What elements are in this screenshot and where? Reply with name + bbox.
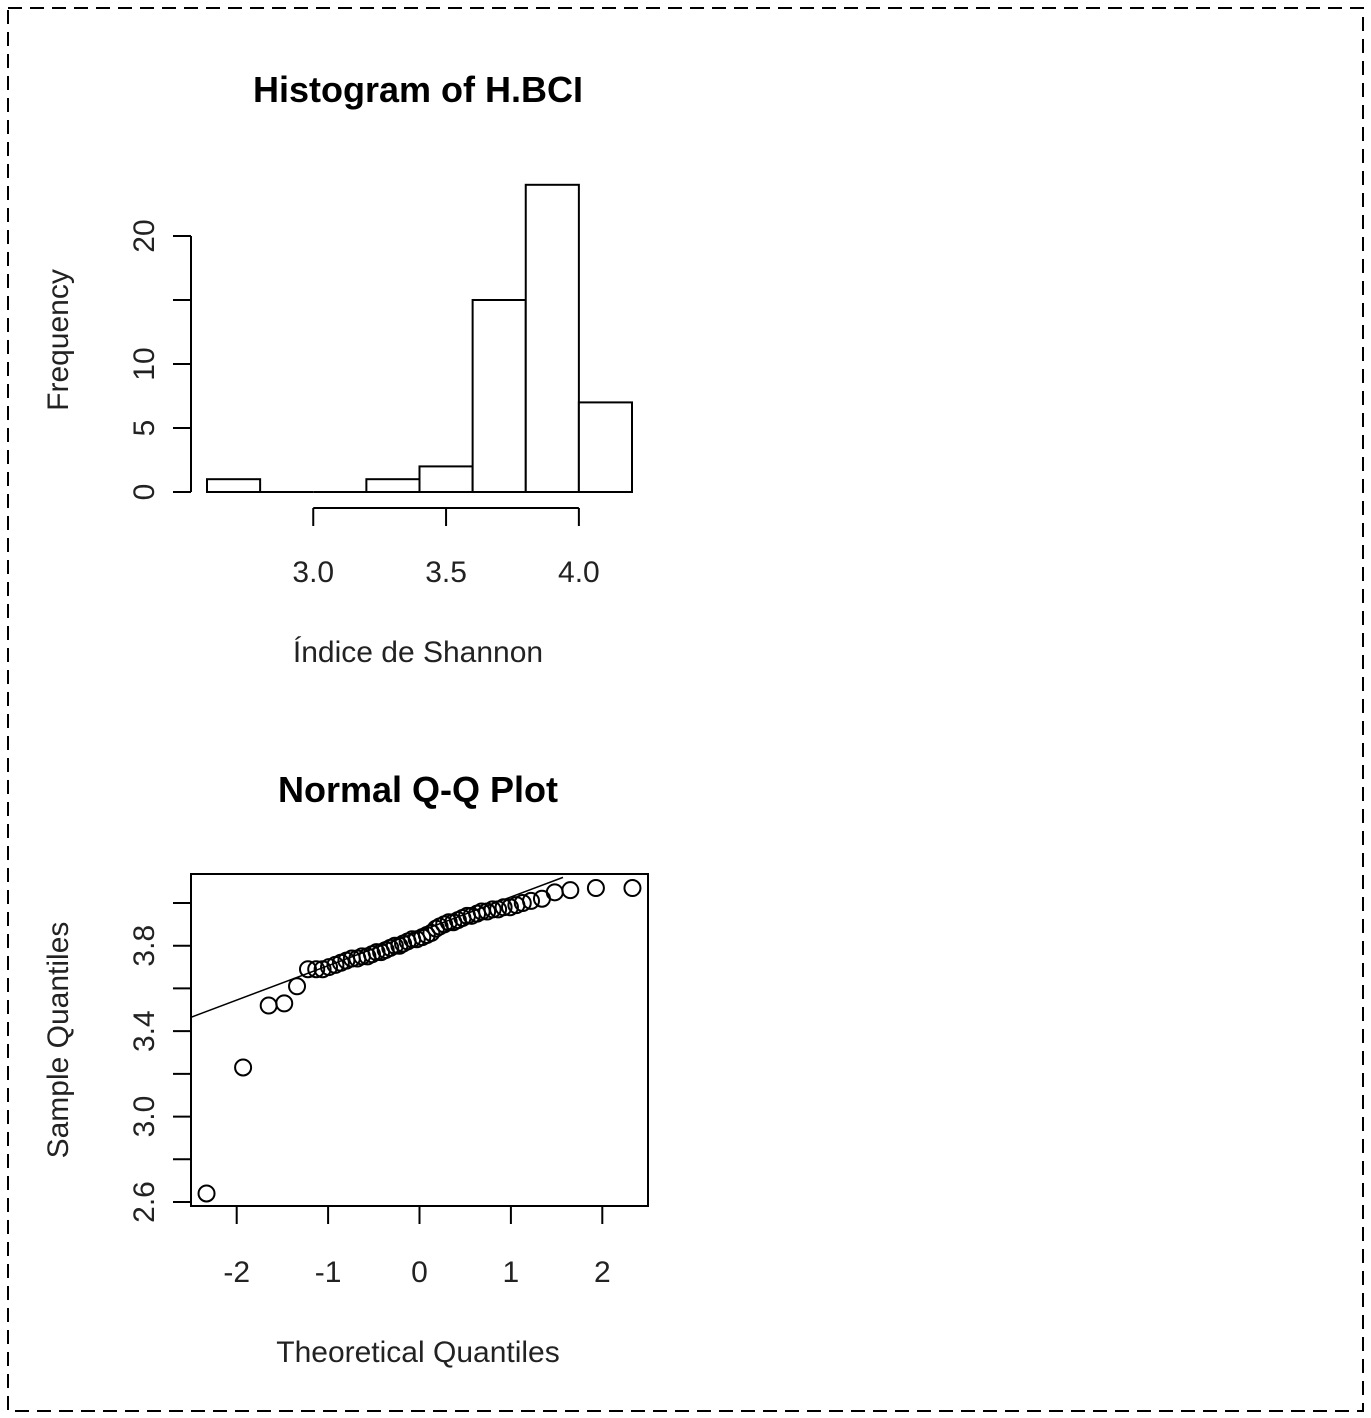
histogram-x-tick-label: 4.0 (558, 556, 600, 589)
dashed-frame (7, 7, 1364, 1412)
qq-point (385, 936, 404, 955)
histogram-y-tick-label: 20 (128, 219, 161, 252)
histogram-bars (206, 183, 633, 494)
qq-y-tick-label: 2.6 (128, 1181, 161, 1223)
qq-x-tick-label: -1 (315, 1256, 342, 1289)
histogram-y-tick-label: 5 (128, 420, 161, 437)
qq-point (586, 879, 605, 898)
qq-point (275, 994, 294, 1013)
qq-point (513, 894, 532, 912)
histogram-y-axis: 0 5 10 20 (128, 219, 192, 501)
qq-point (545, 883, 564, 902)
histogram-bar (418, 465, 474, 493)
qq-y-tick-label: 3.8 (128, 925, 161, 967)
histogram-x-tick-label: 3.0 (292, 556, 334, 589)
histogram-y-tick-label: 10 (128, 347, 161, 380)
histogram-x-axis: 3.0 3.5 4.0 (292, 507, 600, 589)
qq-point (561, 881, 580, 900)
qq-point (483, 900, 502, 919)
qq-point (494, 898, 513, 917)
qq-x-tick-label: 2 (594, 1256, 611, 1289)
histogram-x-axis-label: Índice de Shannon (293, 636, 543, 669)
qq-plot-panel: Normal Q-Q Plot Theoretical Quantiles Sa… (42, 769, 649, 1369)
qq-points (197, 879, 642, 1203)
histogram-bar (471, 299, 527, 493)
qq-y-tick-label: 3.4 (128, 1010, 161, 1052)
qq-point (234, 1058, 253, 1077)
qq-point (197, 1184, 216, 1203)
histogram-bar (206, 478, 262, 494)
qq-point (307, 960, 326, 979)
qq-x-tick-label: 0 (411, 1256, 428, 1289)
histogram-panel: Histogram of H.BCI Índice de Shannon Fre… (42, 69, 633, 669)
qq-plot-title: Normal Q-Q Plot (278, 769, 558, 810)
histogram-bar (577, 401, 633, 493)
qq-point (298, 960, 317, 979)
qq-y-tick-label: 3.0 (128, 1096, 161, 1138)
histogram-bar (524, 183, 580, 494)
qq-x-axis-label: Theoretical Quantiles (276, 1336, 559, 1369)
qq-point (288, 977, 307, 996)
histogram-y-tick-label: 0 (128, 484, 161, 501)
qq-point (522, 891, 541, 910)
histogram-title: Histogram of H.BCI (253, 69, 583, 110)
qq-x-axis: -2 -1 0 1 2 (223, 1206, 611, 1289)
histogram-x-tick-label: 3.5 (425, 556, 467, 589)
qq-point (623, 879, 642, 898)
qq-x-tick-label: 1 (503, 1256, 520, 1289)
qq-point (259, 996, 278, 1015)
qq-y-axis-label: Sample Quantiles (42, 922, 75, 1159)
qq-x-tick-label: -2 (223, 1256, 250, 1289)
qq-plot-box (190, 873, 649, 1207)
histogram-bar (365, 478, 421, 494)
qq-y-axis: 2.6 3.0 3.4 3.8 (128, 902, 191, 1223)
histogram-y-axis-label: Frequency (42, 269, 75, 411)
